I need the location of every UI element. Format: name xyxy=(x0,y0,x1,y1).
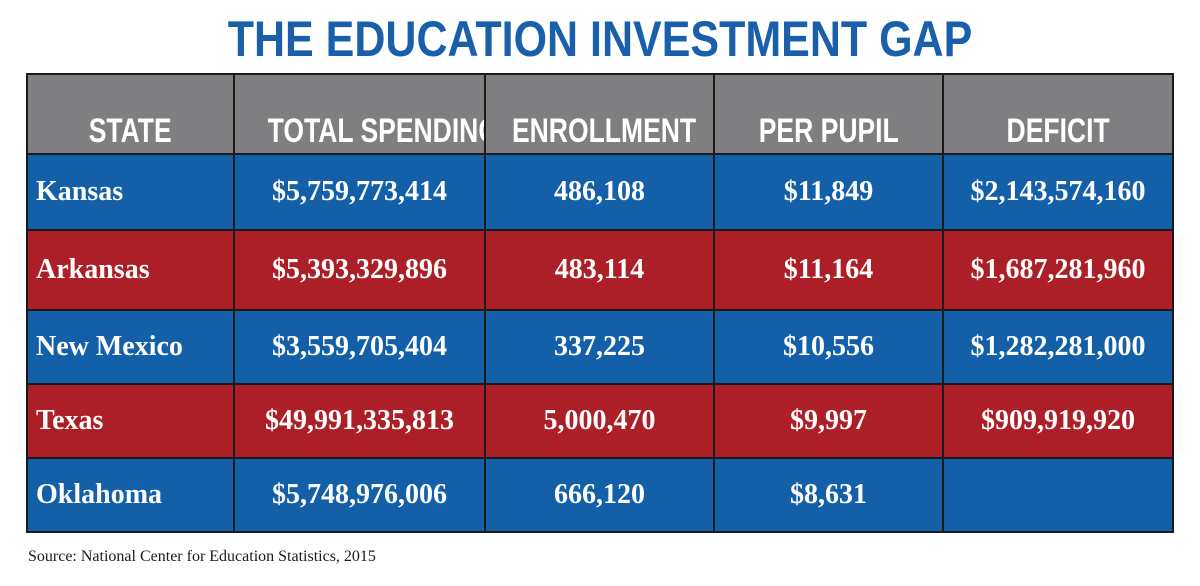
deficit-cell: $1,687,281,960 xyxy=(942,229,1174,311)
deficit-cell: $909,919,920 xyxy=(942,383,1174,459)
state-cell: New Mexico xyxy=(26,309,235,385)
state-cell: Kansas xyxy=(26,153,235,231)
column-header-per-pupil: PER PUPIL xyxy=(713,73,944,155)
enrollment-cell: 666,120 xyxy=(484,457,715,533)
state-cell: Arkansas xyxy=(26,229,235,311)
source-note: Source: National Center for Education St… xyxy=(28,548,376,565)
table-row: Texas $49,991,335,813 5,000,470 $9,997 $… xyxy=(26,383,1174,459)
total-spending-cell: $5,393,329,896 xyxy=(233,229,486,311)
per-pupil-cell: $10,556 xyxy=(713,309,944,385)
chart-title: THE EDUCATION INVESTMENT GAP xyxy=(227,11,973,67)
enrollment-cell: 483,114 xyxy=(484,229,715,311)
table-row: Arkansas $5,393,329,896 483,114 $11,164 … xyxy=(26,229,1174,311)
total-spending-cell: $5,748,976,006 xyxy=(233,457,486,533)
table-row: Oklahoma $5,748,976,006 666,120 $8,631 xyxy=(26,457,1174,533)
enrollment-cell: 486,108 xyxy=(484,153,715,231)
enrollment-cell: 5,000,470 xyxy=(484,383,715,459)
column-header-deficit: DEFICIT xyxy=(942,73,1174,155)
total-spending-cell: $3,559,705,404 xyxy=(233,309,486,385)
deficit-cell: $1,282,281,000 xyxy=(942,309,1174,385)
state-cell: Oklahoma xyxy=(26,457,235,533)
total-spending-cell: $5,759,773,414 xyxy=(233,153,486,231)
column-header-state: STATE xyxy=(26,73,235,155)
column-header-total-spending: TOTAL SPENDING xyxy=(233,73,486,155)
deficit-cell xyxy=(942,457,1174,533)
total-spending-cell: $49,991,335,813 xyxy=(233,383,486,459)
column-header-enrollment: ENROLLMENT xyxy=(484,73,715,155)
per-pupil-cell: $11,849 xyxy=(713,153,944,231)
education-gap-table: STATE TOTAL SPENDING ENROLLMENT PER PUPI… xyxy=(26,73,1174,533)
deficit-cell: $2,143,574,160 xyxy=(942,153,1174,231)
per-pupil-cell: $8,631 xyxy=(713,457,944,533)
enrollment-cell: 337,225 xyxy=(484,309,715,385)
table-header-row: STATE TOTAL SPENDING ENROLLMENT PER PUPI… xyxy=(26,73,1174,155)
table-row: Kansas $5,759,773,414 486,108 $11,849 $2… xyxy=(26,153,1174,231)
per-pupil-cell: $9,997 xyxy=(713,383,944,459)
table-row: New Mexico $3,559,705,404 337,225 $10,55… xyxy=(26,309,1174,385)
per-pupil-cell: $11,164 xyxy=(713,229,944,311)
state-cell: Texas xyxy=(26,383,235,459)
